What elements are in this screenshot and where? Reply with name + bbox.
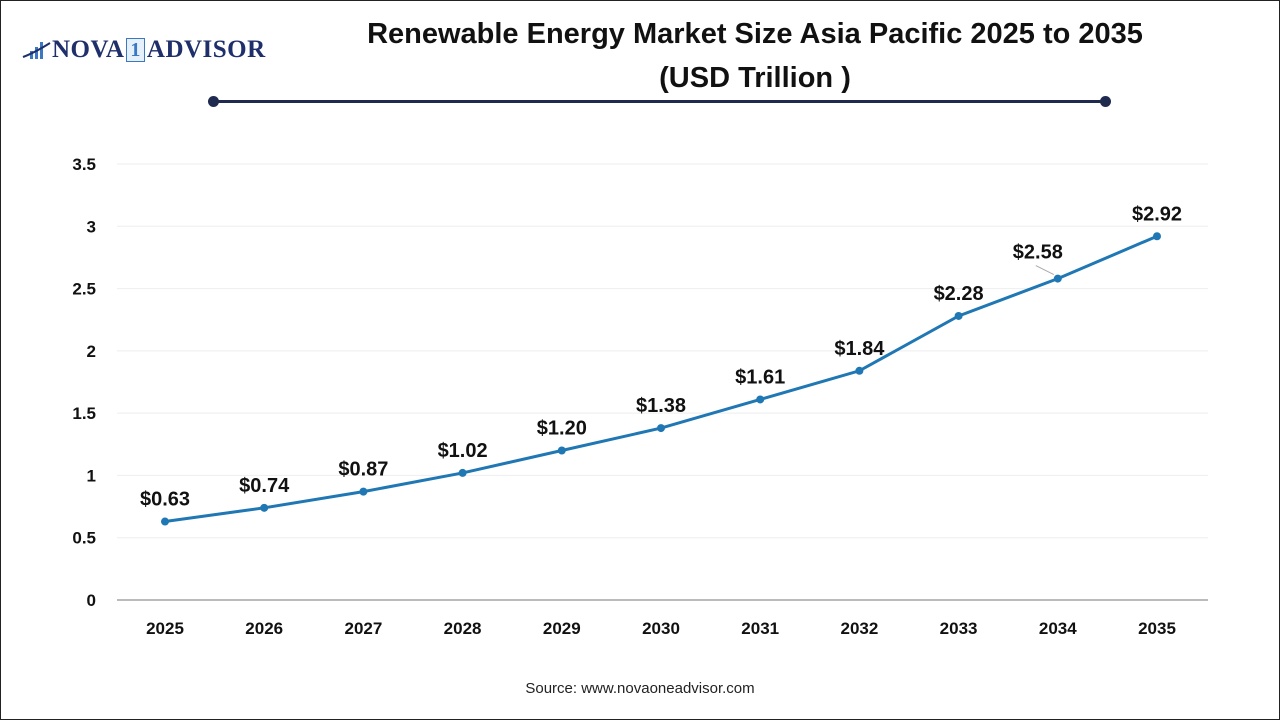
data-label: $2.92 [1132,203,1182,225]
data-label: $0.87 [338,459,388,481]
source-note: Source: www.novaoneadvisor.com [525,680,755,697]
data-point [954,311,963,320]
x-tick-label: 2025 [146,619,184,638]
y-tick-label: 0.5 [72,529,96,548]
logo-text-mid: 1 [126,38,145,62]
data-label: $0.74 [239,475,290,497]
logo-text-left: NOVA [52,36,125,63]
x-tick-label: 2028 [444,619,482,638]
x-tick-label: 2027 [344,619,382,638]
data-label: $0.63 [140,489,190,511]
title-line-2: (USD Trillion ) [659,62,851,94]
data-label: $1.61 [735,366,785,388]
data-point [1053,274,1062,283]
x-tick-label: 2034 [1039,619,1077,638]
y-tick-label: 1 [87,466,96,485]
data-point [458,468,467,477]
x-tick-label: 2032 [840,619,878,638]
x-tick-label: 2035 [1138,619,1176,638]
x-tick-label: 2031 [741,619,779,638]
data-label: $1.38 [636,395,686,417]
x-tick-label: 2029 [543,619,581,638]
data-point [756,395,765,404]
leader-line [1035,265,1055,276]
data-label: $2.58 [1013,242,1063,264]
logo-text-right: ADVISOR [146,36,266,63]
data-point [657,424,665,433]
chart-title: Renewable Energy Market Size Asia Pacifi… [270,12,1240,100]
data-point [855,366,864,375]
data-point [359,487,368,496]
y-tick-label: 1.5 [72,404,96,423]
y-tick-label: 3 [87,217,96,236]
rule-dot-left [208,96,219,107]
data-point [557,446,566,455]
x-tick-label: 2030 [642,619,680,638]
data-point [260,503,269,512]
series-line [164,234,1158,524]
x-tick-label: 2026 [245,619,283,638]
y-tick-label: 2.5 [72,280,96,299]
data-label: $1.02 [438,440,488,462]
x-tick-label: 2033 [940,619,978,638]
title-line-1: Renewable Energy Market Size Asia Pacifi… [367,18,1143,50]
y-tick-label: 2 [87,342,96,361]
data-label: $2.28 [934,283,984,305]
data-point [161,517,169,526]
rule-dot-right [1100,96,1111,107]
data-point [1153,232,1161,241]
data-label: $1.20 [537,418,587,440]
logo: NOVA 1 ADVISOR [22,36,266,64]
title-rule [213,100,1106,103]
y-tick-label: 0 [87,591,96,610]
y-tick-label: 3.5 [72,155,96,174]
data-label: $1.84 [834,338,885,360]
bar-chart-icon [22,42,51,59]
